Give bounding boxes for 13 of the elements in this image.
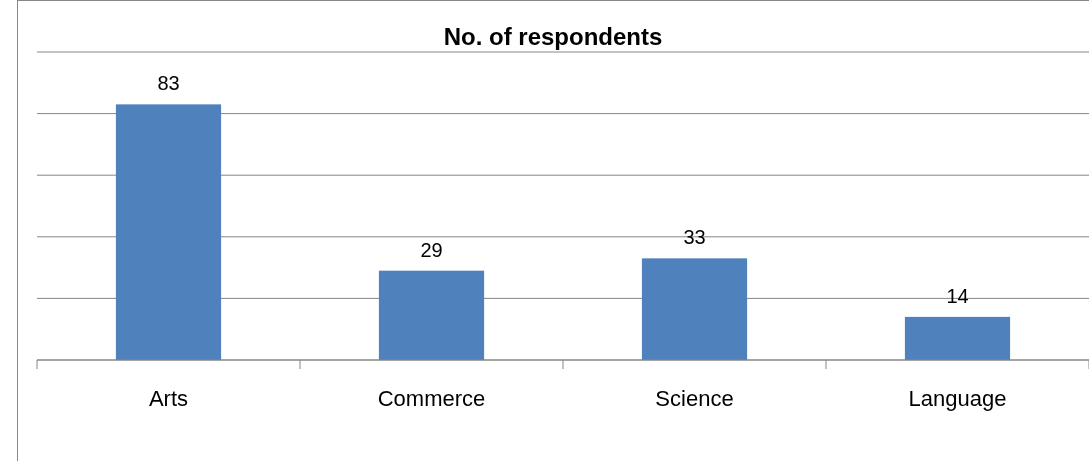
data-label: 33 xyxy=(683,226,706,249)
bar xyxy=(115,104,222,360)
data-label: 14 xyxy=(946,284,969,307)
x-tick-label: Language xyxy=(908,386,1007,411)
x-tick-label: Science xyxy=(655,386,734,411)
bar xyxy=(641,258,748,360)
x-tick-label: Commerce xyxy=(377,386,486,411)
chart-title: No. of respondents xyxy=(443,23,663,50)
bar xyxy=(904,316,1011,360)
x-tick-label: Arts xyxy=(148,386,189,411)
data-label: 29 xyxy=(420,238,443,261)
bar xyxy=(378,270,485,360)
data-label: 83 xyxy=(157,72,180,95)
